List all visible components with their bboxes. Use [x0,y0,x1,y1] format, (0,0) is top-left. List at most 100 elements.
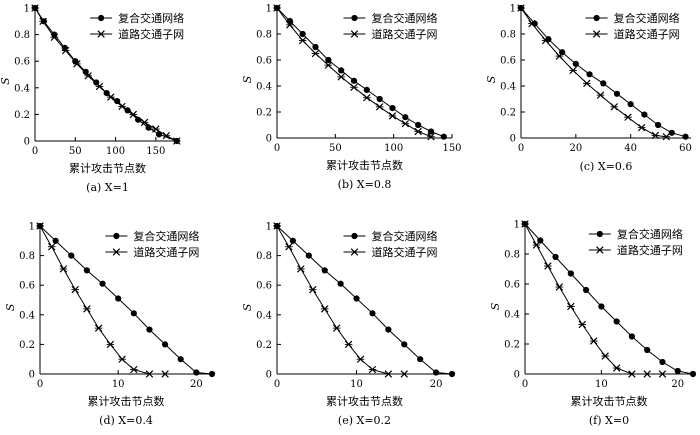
data-point [114,98,121,105]
y-axis-label: S [485,75,498,83]
data-point [641,111,648,118]
x-tick-label: 20 [671,379,684,390]
x-tick-label: 10 [112,379,125,390]
data-point [172,137,181,145]
legend-entry: 道路交通子网 [90,27,184,41]
y-tick-label: 0.2 [256,108,272,119]
y-tick-label: 0.6 [256,56,272,67]
data-point [369,310,376,317]
y-tick-label: 0.4 [500,82,516,93]
y-tick-label: 0 [29,370,35,381]
data-point [582,286,590,294]
data-point [353,295,360,302]
data-point [448,370,456,378]
data-point [659,358,666,366]
data-point [338,67,345,74]
series-road-subnet [517,4,671,141]
data-point [118,355,126,363]
data-point [161,341,169,348]
data-point [674,367,681,375]
chart-panel: 0 0.2 0.4 0.6 0.8 1 0 20 40 60 S (c) X=0.6 复合交通网络道路交… [485,4,692,174]
data-point [654,121,662,129]
data-point [400,370,409,378]
data-point [544,262,552,270]
x-tick-label: 50 [69,146,82,157]
series-line [276,225,453,375]
y-tick-label: 0.4 [504,310,520,321]
data-point [384,370,393,378]
legend-marker [596,246,604,254]
x-tick-label: 20 [430,379,443,390]
data-point [598,303,605,310]
data-point [363,93,371,102]
chart-panel: 0 0.2 0.4 0.6 0.8 1 0 50 100 150 S 累计攻击节点数 (b) X=0.8… [241,4,462,192]
data-point [589,337,598,345]
data-point [432,369,440,376]
data-point [668,129,675,136]
x-tick-label: 50 [329,143,342,154]
y-tick-label: 1 [510,4,516,15]
x-tick-label: 0 [32,146,38,157]
legend-entry: 道路交通子网 [105,245,199,259]
data-point [130,365,138,374]
data-point [363,86,370,93]
data-point [528,19,536,28]
y-tick-label: 1 [266,4,272,15]
x-axis-label: 累计攻击节点数 [326,394,403,408]
data-point [50,33,59,41]
legend-entry: 复合交通网络 [585,11,680,25]
data-point [285,242,293,251]
chart-panel: 0 0.2 0.4 0.6 0.8 1 0 50 100 150 S 累计攻击节点数 (a) X=1 复合… [0,4,184,195]
data-point [417,356,424,363]
legend-marker [351,232,358,240]
data-point [572,60,579,67]
data-point [600,80,607,87]
data-point [106,340,115,349]
y-tick-label: 1 [24,4,30,15]
legend-label: 复合交通网络 [118,11,184,25]
data-point [375,103,384,111]
data-point [129,110,138,119]
data-point [130,310,137,317]
data-point [297,265,305,273]
legend-label: 道路交通子网 [372,27,438,41]
x-axis-label: 累计攻击节点数 [571,394,648,408]
series-composite-network [36,222,216,378]
series-composite-network [517,4,689,140]
x-tick-label: 150 [146,146,165,157]
y-tick-label: 0 [514,370,520,381]
y-tick-label: 0.2 [500,108,516,119]
y-tick-label: 0.2 [14,110,30,121]
legend-entry: 道路交通子网 [588,243,683,257]
x-tick-label: 40 [624,143,637,154]
data-point [337,280,344,287]
data-point [628,333,636,340]
y-axis-label: S [241,303,254,311]
data-point [47,242,56,251]
y-tick-label: 0.4 [14,83,30,94]
x-tick-label: 0 [37,379,43,390]
data-point [99,280,106,287]
legend-label: 复合交通网络 [372,11,438,25]
data-point [628,370,636,378]
data-point [389,105,396,112]
data-point [586,71,593,78]
series-road-subnet [521,220,667,378]
y-tick-label: 0.6 [504,280,520,291]
data-point [193,369,200,376]
data-point [388,112,397,120]
y-tick-label: 1 [29,222,35,233]
data-point [59,265,68,273]
legend-label: 复合交通网络 [617,227,683,241]
data-point [344,340,353,349]
data-point [161,370,169,378]
data-point [115,295,122,302]
data-point [559,49,566,56]
x-tick-label: 100 [384,143,403,154]
data-point [552,253,559,261]
data-point [273,222,281,230]
